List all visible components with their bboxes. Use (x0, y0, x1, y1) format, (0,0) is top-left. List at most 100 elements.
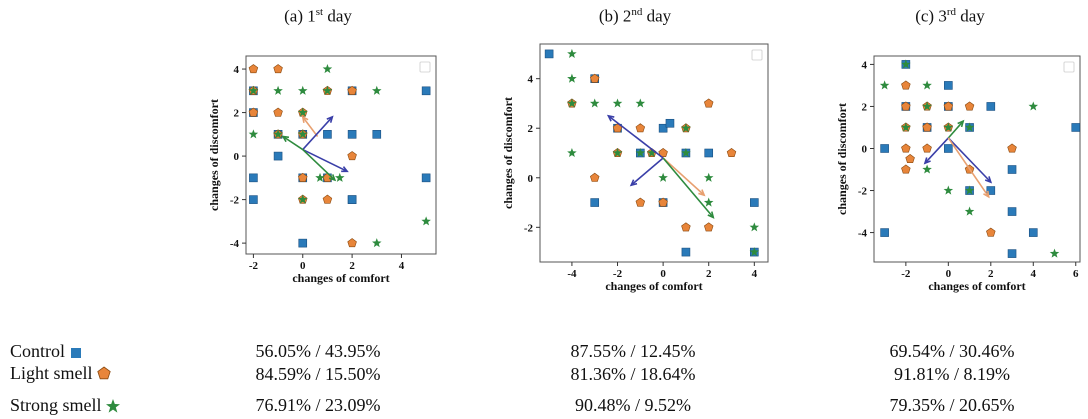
star-marker-icon (105, 398, 120, 413)
direction-arrow (301, 115, 319, 137)
light-smell-point (964, 101, 975, 111)
strong-smell-point (749, 222, 760, 232)
strong-smell-point (922, 101, 932, 111)
control-point (665, 118, 675, 128)
strong-smell-point (1049, 248, 1060, 258)
direction-arrow (606, 114, 664, 159)
pct-control-day1: 56.05% / 43.95% (255, 341, 381, 361)
x-tick-label: 2 (706, 268, 712, 280)
x-tick-label: 4 (1031, 268, 1037, 280)
control-point (681, 247, 691, 257)
square-marker-icon (71, 347, 82, 358)
y-tick-label: 0 (862, 143, 868, 155)
strong-smell-point (964, 206, 975, 216)
light-smell-point (635, 123, 646, 133)
x-tick-label: -4 (567, 268, 577, 280)
pct-light-day3: 91.81% / 8.19% (894, 364, 1010, 384)
strong-smell-point (1028, 101, 1039, 111)
control-point (273, 151, 283, 161)
control-point (421, 173, 431, 183)
strong-smell-point (372, 85, 382, 95)
legend-box (751, 49, 763, 61)
y-tick-label: -2 (230, 195, 240, 207)
control-point (944, 144, 953, 153)
light-smell-point (726, 148, 737, 158)
strong-smell-point (964, 122, 975, 132)
light-smell-point (905, 154, 915, 164)
light-smell-point (901, 101, 911, 111)
strong-smell-point (703, 197, 714, 207)
light-smell-point (248, 107, 259, 117)
direction-arrow (662, 157, 706, 197)
x-tick-label: 0 (300, 260, 306, 272)
strong-smell-point (703, 172, 714, 182)
x-tick-label: -2 (249, 260, 259, 272)
y-tick-label: -2 (858, 186, 868, 198)
light-smell-point (273, 64, 283, 74)
scatter-plot-day2: -4 -2 0 2 4 -2 0 2 4 changes of comfort changes of… (501, 43, 769, 293)
x-axis-label: changes of comfort (292, 271, 389, 285)
direction-arrow (947, 137, 990, 199)
light-smell-point (347, 85, 357, 95)
light-smell-point (986, 227, 996, 237)
light-smell-point (901, 143, 911, 153)
strong-smell-point (298, 129, 308, 139)
strong-smell-point (273, 129, 283, 139)
direction-arrow (947, 119, 965, 139)
strong-smell-point (315, 172, 325, 182)
legend-light-smell: Light smell (10, 358, 112, 388)
strong-smell-point (372, 238, 382, 248)
pct-control-day2: 87.55% / 12.45% (570, 341, 696, 361)
x-tick-label: -2 (901, 268, 911, 280)
strong-smell-point (273, 85, 283, 95)
control-point (880, 144, 889, 153)
pct-strong-day3: 79.35% / 20.65% (889, 395, 1015, 415)
strong-smell-point (567, 148, 577, 158)
strong-smell-point (658, 172, 668, 182)
strong-smell-point (901, 59, 911, 69)
strong-smell-point (335, 172, 345, 182)
pct-control-day3: 69.54% / 30.46% (889, 341, 1015, 361)
control-point (421, 86, 431, 96)
direction-arrow (947, 137, 993, 184)
legend-strong-smell: Strong smell (10, 395, 121, 416)
strong-smell-point (922, 80, 932, 90)
control-point (986, 186, 996, 195)
light-smell-point (922, 122, 932, 132)
control-point (1007, 165, 1017, 174)
y-axis-label: changes of discomfort (207, 99, 221, 211)
light-smell-point (347, 151, 357, 161)
control-point (347, 130, 357, 139)
light-smell-point (658, 148, 668, 158)
light-smell-point (298, 172, 308, 182)
light-smell-point (589, 172, 600, 182)
y-tick-label: 2 (234, 108, 240, 120)
x-tick-label: 2 (988, 268, 994, 280)
legend-control: Control (10, 341, 84, 362)
y-tick-label: 4 (528, 74, 534, 86)
control-point (323, 130, 332, 139)
y-tick-label: 0 (528, 173, 534, 185)
panel-title-a: (a) 1st day (284, 6, 352, 26)
control-point (986, 102, 996, 111)
strong-smell-point (681, 123, 691, 133)
legend-label-control: Control (10, 341, 66, 361)
strong-smell-point (901, 122, 911, 132)
x-tick-label: 0 (946, 268, 952, 280)
strong-smell-point (879, 80, 890, 90)
control-point (704, 148, 714, 158)
pct-light-day1: 84.59% / 15.50% (255, 364, 381, 384)
light-smell-point (901, 164, 911, 174)
y-axis-label: changes of discomfort (501, 97, 515, 209)
y-tick-label: 4 (234, 64, 240, 76)
strong-smell-point (421, 216, 431, 226)
x-tick-label: -2 (613, 268, 623, 280)
strong-smell-point (943, 185, 954, 195)
light-smell-point (922, 143, 932, 153)
x-axis-label: changes of comfort (928, 279, 1025, 293)
light-smell-point (703, 222, 714, 232)
light-smell-point (681, 222, 691, 232)
light-smell-point (322, 194, 333, 204)
strong-smell-point (248, 129, 259, 139)
control-point (1007, 207, 1017, 216)
